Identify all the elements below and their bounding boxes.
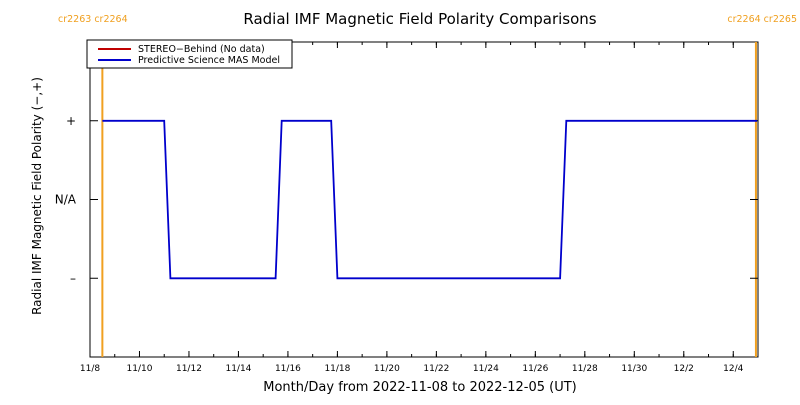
x-tick-label: 11/22 [423, 364, 449, 374]
legend-label-mas: Predictive Science MAS Model [138, 55, 280, 66]
legend-label-stereo: STEREO−Behind (No data) [138, 44, 265, 55]
x-tick-label: 11/12 [176, 364, 202, 374]
x-tick-label: 11/14 [225, 364, 251, 374]
y-tick-label: N/A [55, 193, 77, 207]
x-tick-label: 11/30 [621, 364, 647, 374]
y-axis-label: Radial IMF Magnetic Field Polarity (−,+) [30, 77, 44, 315]
x-tick-label: 11/24 [473, 364, 499, 374]
x-tick-label: 11/10 [127, 364, 153, 374]
x-axis-ticks: 11/8 11/10 11/12 11/14 11/16 11/18 11/20 11/22 1… [80, 42, 744, 374]
legend: STEREO−Behind (No data) Predictive Scien… [86, 39, 293, 69]
chart-title: Radial IMF Magnetic Field Polarity Compa… [243, 10, 596, 28]
series-layer [102, 119, 757, 280]
legend-box [86, 39, 293, 69]
y-axis-ticks: + N/A – [55, 114, 758, 285]
y-tick-label: + [66, 114, 76, 128]
x-tick-label: 12/2 [674, 364, 694, 374]
x-tick-label: 11/26 [522, 364, 548, 374]
x-tick-label: 11/8 [80, 364, 100, 374]
carrington-marker-label: cr2263 cr2264 [58, 14, 128, 25]
x-tick-label: 11/16 [275, 364, 301, 374]
plot-area-frame [89, 41, 759, 358]
y-tick-label: – [70, 271, 76, 285]
x-tick-label: 11/28 [572, 364, 598, 374]
x-tick-label: 11/20 [374, 364, 400, 374]
carrington-marker-label: cr2264 cr2265 [727, 14, 797, 25]
x-axis-label: Month/Day from 2022-11-08 to 2022-12-05 … [263, 380, 576, 395]
series-line [102, 119, 757, 280]
x-tick-label: 12/4 [723, 364, 743, 374]
x-tick-label: 11/18 [324, 364, 350, 374]
